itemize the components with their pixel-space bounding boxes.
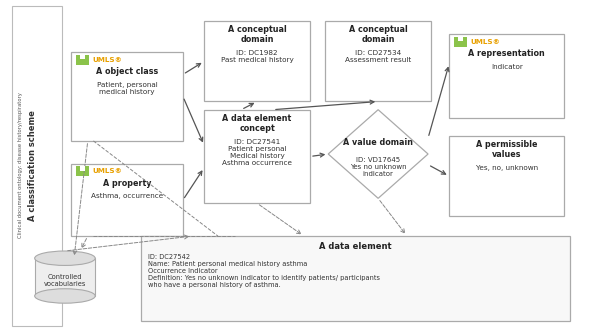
- Text: A conceptual
domain: A conceptual domain: [228, 25, 286, 44]
- FancyBboxPatch shape: [71, 52, 183, 141]
- Text: A permissible
values: A permissible values: [476, 140, 537, 159]
- FancyBboxPatch shape: [325, 21, 431, 102]
- Polygon shape: [328, 110, 428, 198]
- Text: ID: DC27542
Name: Patient personal medical history asthma
Occurrence Indicator
D: ID: DC27542 Name: Patient personal medic…: [148, 254, 380, 288]
- Text: A value domain: A value domain: [343, 138, 413, 147]
- FancyBboxPatch shape: [140, 236, 570, 321]
- FancyBboxPatch shape: [76, 166, 89, 176]
- Text: A data element
concept: A data element concept: [223, 114, 292, 133]
- Text: Controlled
vocabularies: Controlled vocabularies: [44, 274, 86, 287]
- Text: Indicator: Indicator: [491, 64, 523, 70]
- Text: UMLS®: UMLS®: [92, 168, 122, 174]
- FancyBboxPatch shape: [458, 37, 463, 41]
- Bar: [35, 258, 95, 296]
- Text: UMLS®: UMLS®: [92, 57, 122, 63]
- Text: ID: CD27534
Assessment result: ID: CD27534 Assessment result: [345, 50, 411, 63]
- Text: ID: DC1982
Past medical history: ID: DC1982 Past medical history: [221, 50, 294, 63]
- Text: A classification scheme: A classification scheme: [29, 110, 37, 221]
- Text: ID: VD17645
Yes no unknown
indicator: ID: VD17645 Yes no unknown indicator: [350, 157, 407, 177]
- FancyBboxPatch shape: [204, 110, 310, 203]
- FancyBboxPatch shape: [80, 55, 85, 59]
- Text: Clinical document ontology: disease history/respiratory: Clinical document ontology: disease hist…: [18, 93, 23, 238]
- FancyBboxPatch shape: [449, 34, 564, 118]
- FancyBboxPatch shape: [76, 55, 89, 65]
- Text: A object class: A object class: [96, 68, 158, 76]
- Text: Patient, personal
medical history: Patient, personal medical history: [97, 82, 157, 95]
- Text: Asthma, occurrence: Asthma, occurrence: [91, 193, 163, 199]
- Text: ID: DC27541
Patient personal
Medical history
Asthma occurrence: ID: DC27541 Patient personal Medical his…: [222, 139, 292, 166]
- Ellipse shape: [35, 251, 95, 265]
- Text: A property: A property: [103, 179, 151, 188]
- FancyBboxPatch shape: [454, 37, 468, 47]
- Text: A data element: A data element: [319, 242, 392, 251]
- FancyBboxPatch shape: [71, 164, 183, 236]
- Text: Yes, no, unknown: Yes, no, unknown: [475, 165, 538, 171]
- FancyBboxPatch shape: [80, 166, 85, 171]
- Ellipse shape: [35, 289, 95, 303]
- FancyBboxPatch shape: [204, 21, 310, 102]
- Text: UMLS®: UMLS®: [471, 39, 500, 45]
- Text: A conceptual
domain: A conceptual domain: [349, 25, 407, 44]
- Text: A representation: A representation: [468, 49, 545, 58]
- FancyBboxPatch shape: [449, 136, 564, 216]
